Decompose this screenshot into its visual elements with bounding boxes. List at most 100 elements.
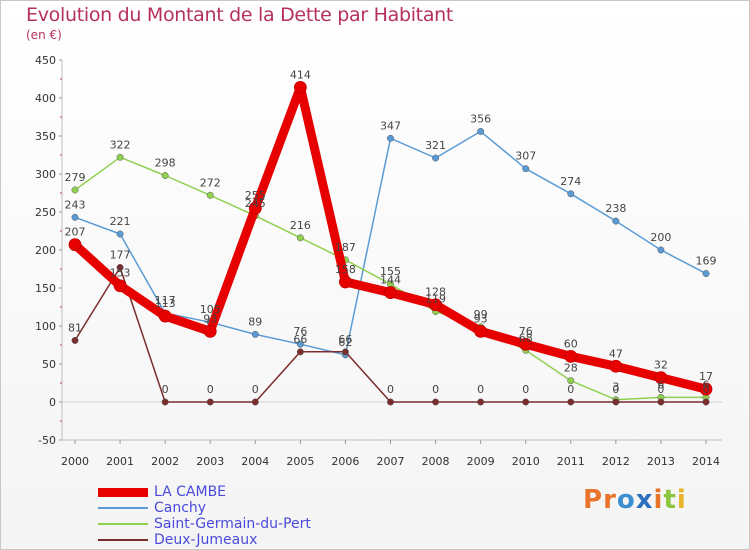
- data-point-canchy: [567, 190, 575, 198]
- legend-swatch-deux-jumeaux: [98, 539, 148, 541]
- data-point-canchy: [612, 217, 620, 225]
- data-label-canchy: 76: [293, 325, 307, 338]
- data-point-la-cambe: [564, 349, 578, 363]
- data-point-deux-jumeaux: [116, 264, 124, 271]
- logo-letter: P: [583, 485, 604, 515]
- data-point-la-cambe: [158, 309, 172, 323]
- x-tick-label: 2002: [151, 455, 179, 468]
- data-label-la-cambe: 414: [290, 68, 311, 81]
- data-label-canchy: 238: [605, 202, 626, 215]
- data-label-deux-jumeaux: 0: [387, 383, 394, 396]
- data-point-la-cambe: [113, 279, 127, 293]
- logo-letter: i: [653, 485, 664, 515]
- data-labels: 2432211171058976623473213563072742382001…: [65, 68, 717, 396]
- data-label-la-cambe: 17: [699, 370, 713, 383]
- y-tick-label: 400: [35, 92, 56, 105]
- data-label-deux-jumeaux: 0: [477, 383, 484, 396]
- x-tick-label: 2008: [422, 455, 450, 468]
- data-label-saint-germain-du-pert: 28: [564, 362, 578, 375]
- data-point-la-cambe: [384, 286, 397, 299]
- y-tick-label: 150: [35, 282, 56, 295]
- proxiti-logo: Proxiti: [583, 485, 687, 515]
- data-label-la-cambe: 60: [564, 337, 578, 350]
- data-label-la-cambe: 128: [425, 286, 446, 299]
- data-label-saint-germain-du-pert: 68: [519, 331, 533, 344]
- data-label-canchy: 243: [65, 198, 86, 211]
- y-tick-label: 0: [49, 396, 56, 409]
- data-label-la-cambe: 113: [155, 297, 176, 310]
- data-label-canchy: 307: [515, 150, 536, 163]
- data-point-deux-jumeaux: [477, 398, 485, 406]
- data-label-saint-germain-du-pert: 272: [200, 176, 221, 189]
- data-point-canchy: [522, 165, 530, 173]
- data-label-saint-germain-du-pert: 155: [380, 265, 401, 278]
- data-point-la-cambe: [429, 298, 442, 312]
- data-label-saint-germain-du-pert: 6: [703, 378, 710, 391]
- data-label-deux-jumeaux: 177: [110, 248, 131, 261]
- data-label-deux-jumeaux: 0: [252, 383, 259, 396]
- data-point-canchy: [116, 230, 124, 238]
- data-point-la-cambe: [519, 337, 533, 351]
- legend-label-deux-jumeaux: Deux-Jumeaux: [154, 532, 258, 548]
- data-label-saint-germain-du-pert: 245: [245, 197, 266, 210]
- data-label-deux-jumeaux: 0: [522, 383, 529, 396]
- data-point-deux-jumeaux: [567, 398, 575, 406]
- chart-title: Evolution du Montant de la Dette par Hab…: [26, 4, 454, 26]
- unit-label: (en €): [26, 28, 62, 42]
- data-label-saint-germain-du-pert: 3: [612, 381, 619, 394]
- data-point-la-cambe: [203, 324, 217, 338]
- data-label-canchy: 169: [696, 255, 717, 268]
- data-label-la-cambe: 153: [110, 267, 131, 280]
- data-point-canchy: [477, 127, 485, 135]
- x-tick-label: 2006: [331, 455, 359, 468]
- x-tick-label: 2005: [286, 455, 314, 468]
- y-tick-label: 250: [35, 206, 56, 219]
- y-tick-label: -50: [38, 434, 56, 447]
- data-point-deux-jumeaux: [522, 398, 530, 406]
- x-tick-label: 2014: [692, 455, 720, 468]
- x-tick-label: 2001: [106, 455, 134, 468]
- legend-swatch-canchy: [98, 507, 148, 509]
- data-label-deux-jumeaux: 0: [432, 383, 439, 396]
- data-point-canchy: [71, 213, 79, 221]
- data-point-la-cambe: [609, 359, 623, 373]
- y-tick-label: 300: [35, 168, 56, 181]
- logo-letter: x: [635, 485, 654, 515]
- x-tick-label: 2009: [467, 455, 495, 468]
- data-label-deux-jumeaux: 81: [68, 321, 82, 334]
- data-label-canchy: 321: [425, 139, 446, 152]
- data-label-canchy: 347: [380, 119, 401, 132]
- data-label-canchy: 274: [560, 175, 581, 188]
- legend-label-saint-germain-du-pert: Saint-Germain-du-Pert: [154, 516, 311, 532]
- data-point-saint-germain-du-pert: [116, 153, 124, 161]
- data-point-saint-germain-du-pert: [296, 234, 304, 242]
- data-label-la-cambe: 93: [203, 312, 217, 325]
- data-label-canchy: 105: [200, 303, 221, 316]
- data-label-deux-jumeaux: 66: [338, 333, 352, 346]
- data-point-deux-jumeaux: [612, 398, 620, 406]
- data-point-deux-jumeaux: [251, 398, 259, 406]
- data-point-deux-jumeaux: [657, 398, 665, 406]
- data-label-deux-jumeaux: 66: [293, 333, 307, 346]
- data-point-la-cambe: [248, 201, 262, 215]
- data-label-saint-germain-du-pert: 279: [65, 171, 86, 184]
- y-tick-label: 350: [35, 130, 56, 143]
- y-tick-label: 450: [35, 54, 56, 67]
- data-point-saint-germain-du-pert: [567, 377, 575, 385]
- data-label-deux-jumeaux: 0: [207, 383, 214, 396]
- data-label-canchy: 200: [650, 231, 671, 244]
- legend-label-canchy: Canchy: [154, 500, 207, 516]
- data-label-la-cambe: 144: [380, 274, 401, 287]
- x-tick-label: 2007: [377, 455, 405, 468]
- data-label-deux-jumeaux: 0: [567, 383, 574, 396]
- data-label-canchy: 356: [470, 112, 491, 125]
- data-label-saint-germain-du-pert: 187: [335, 241, 356, 254]
- data-label-saint-germain-du-pert: 298: [155, 157, 176, 170]
- legend-swatch-la-cambe: [98, 487, 148, 497]
- data-label-deux-jumeaux: 0: [162, 383, 169, 396]
- data-label-deux-jumeaux: 0: [703, 383, 710, 396]
- data-label-la-cambe: 158: [335, 263, 356, 276]
- logo-letter: r: [603, 485, 617, 515]
